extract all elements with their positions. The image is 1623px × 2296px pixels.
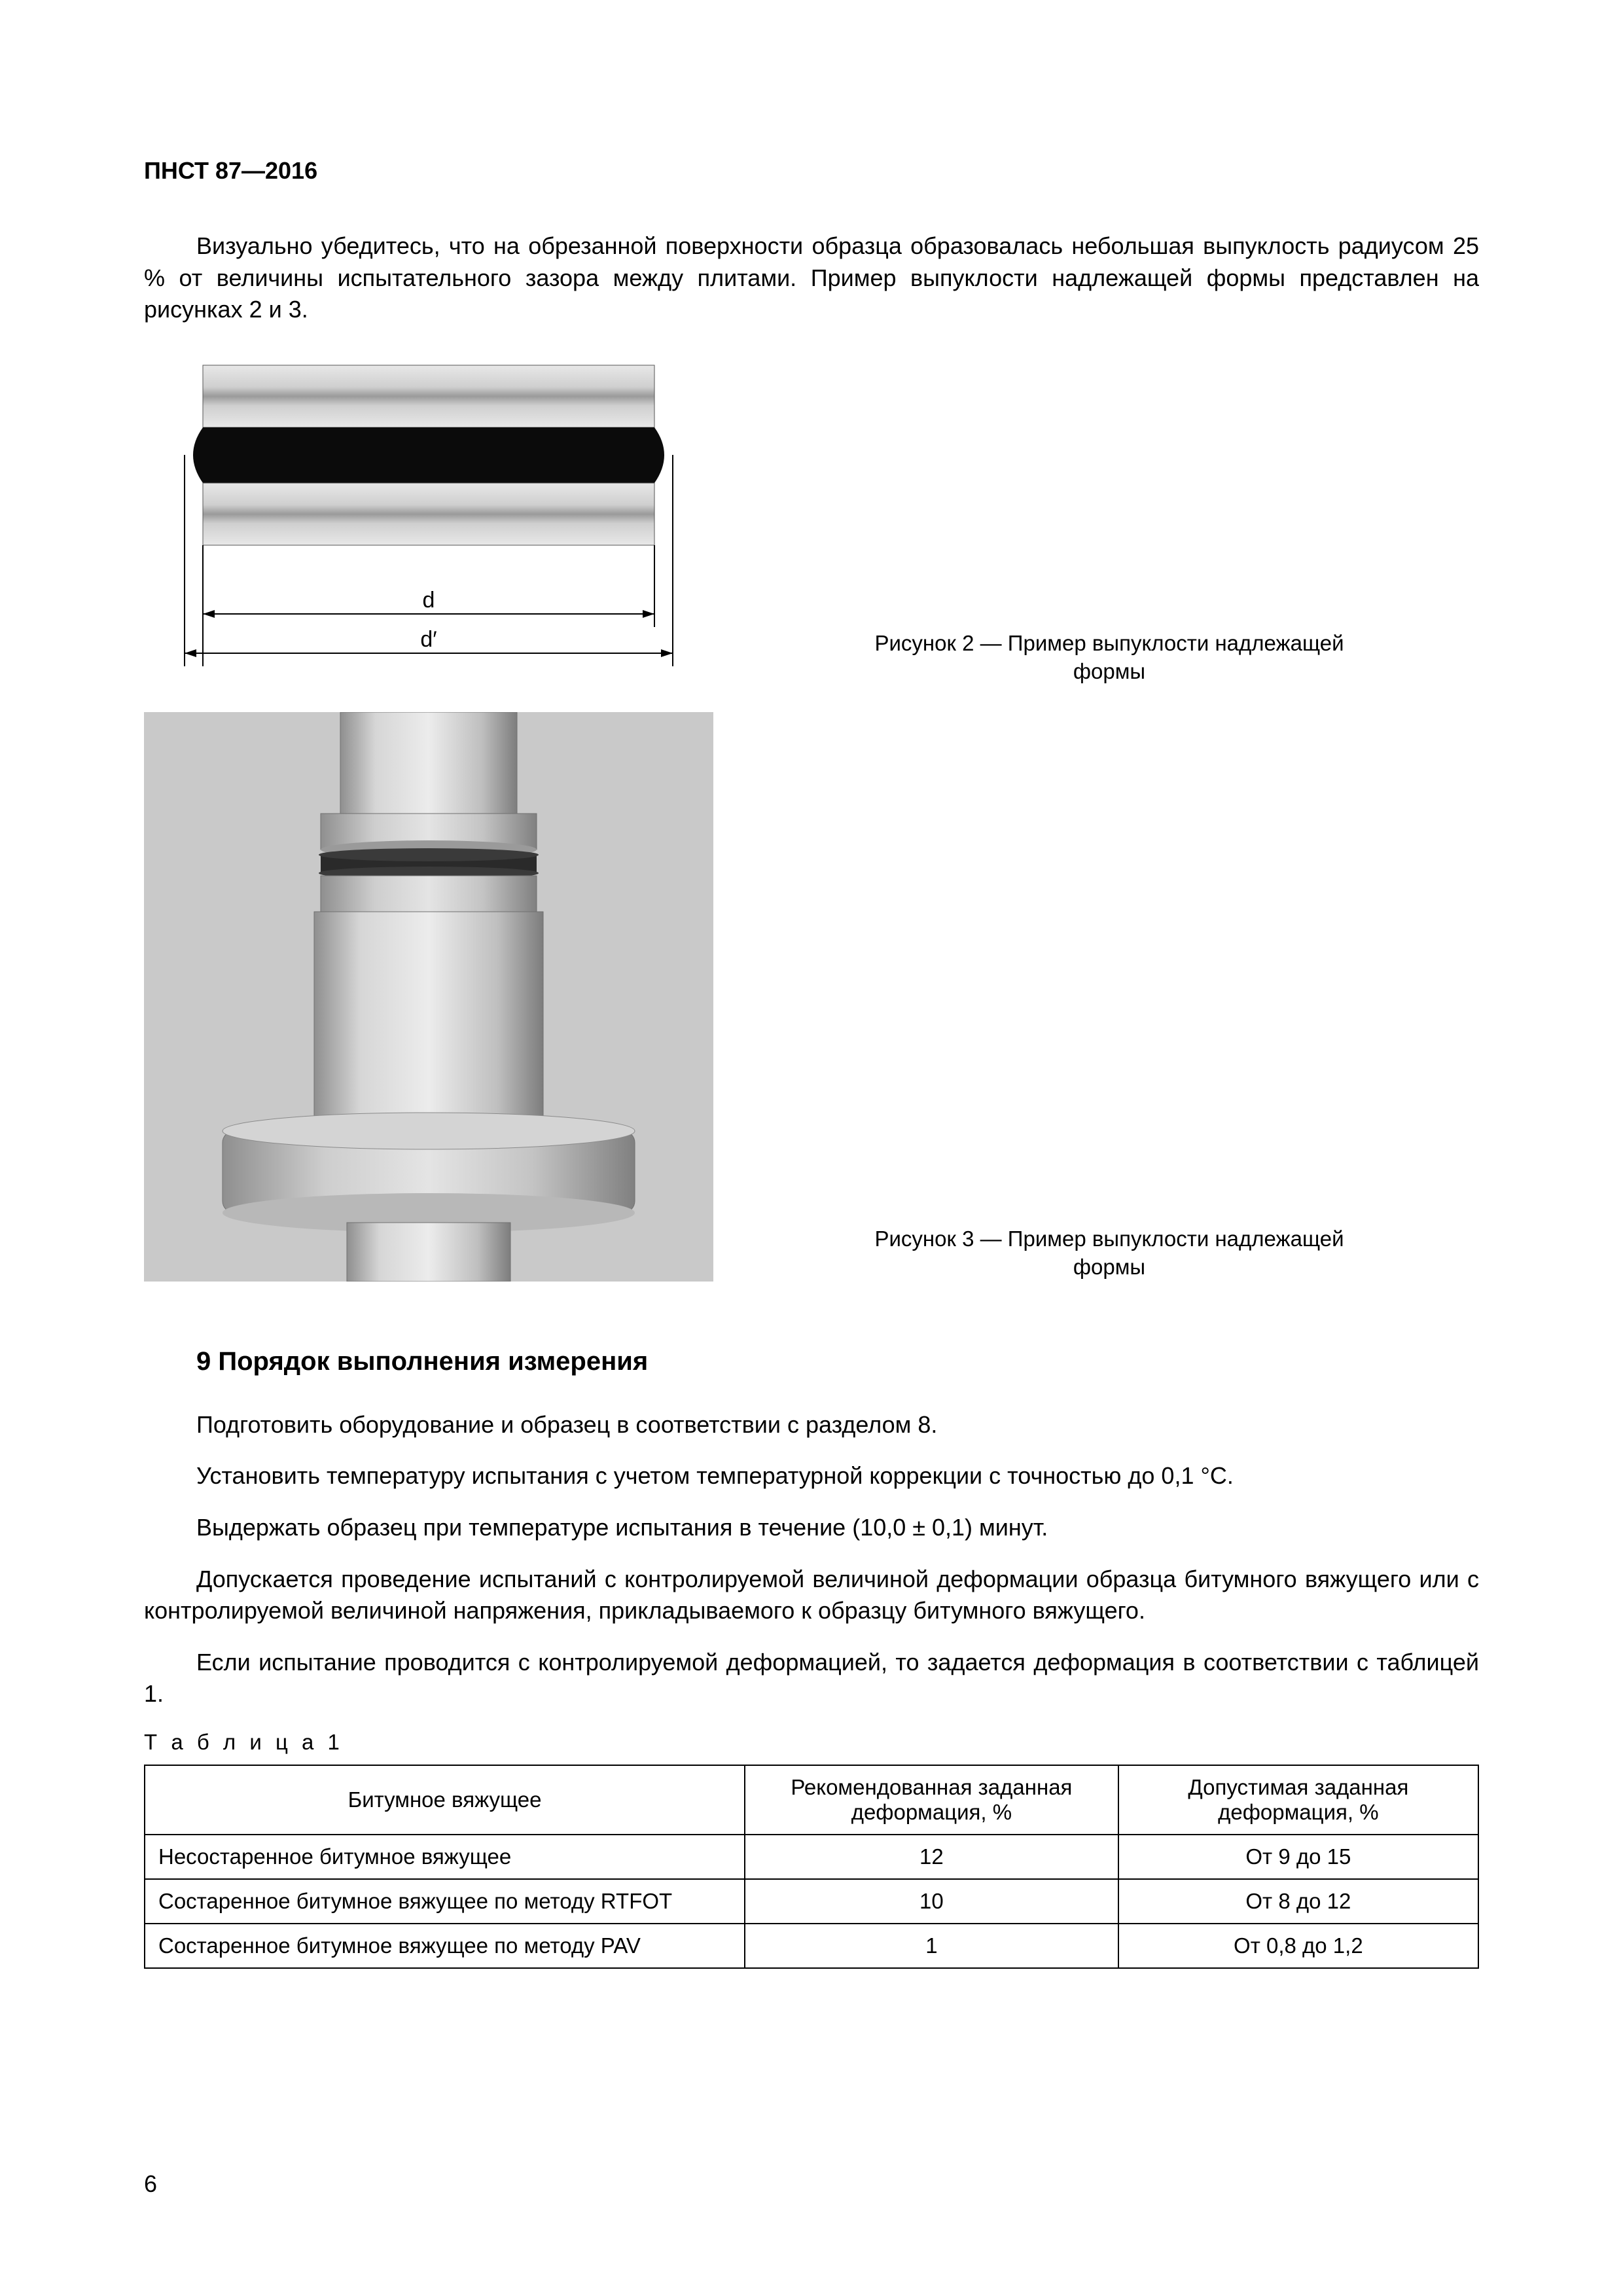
figure-2-caption: Рисунок 2 — Пример выпуклости надлежащей… bbox=[854, 630, 1364, 686]
td: 12 bbox=[745, 1835, 1118, 1879]
figure-2: d d′ bbox=[144, 346, 713, 686]
figure-2-svg: d d′ bbox=[144, 346, 713, 686]
td: От 8 до 12 bbox=[1118, 1879, 1478, 1924]
s9-p2: Установить температуру испытания с учето… bbox=[144, 1460, 1479, 1492]
table-row: Несостаренное битумное вяжущее 12 От 9 д… bbox=[145, 1835, 1478, 1879]
td: Несостаренное битумное вяжущее bbox=[145, 1835, 745, 1879]
td: От 9 до 15 bbox=[1118, 1835, 1478, 1879]
figure-3-caption: Рисунок 3 — Пример выпуклости надлежащей… bbox=[854, 1225, 1364, 1282]
dim-dprime-label: d′ bbox=[420, 627, 437, 652]
s9-p1: Подготовить оборудование и образец в соо… bbox=[144, 1409, 1479, 1441]
th-2: Рекомендованная заданная деформация, % bbox=[745, 1765, 1118, 1835]
td: 1 bbox=[745, 1924, 1118, 1968]
dim-d-label: d bbox=[423, 588, 435, 613]
table-1-label: Т а б л и ц а 1 bbox=[144, 1730, 1479, 1755]
figure-3-row: Рисунок 3 — Пример выпуклости надлежащей… bbox=[144, 712, 1479, 1282]
table-1: Битумное вяжущее Рекомендованная заданна… bbox=[144, 1765, 1479, 1969]
td: Состаренное битумное вяжущее по методу R… bbox=[145, 1879, 745, 1924]
td: Состаренное битумное вяжущее по методу P… bbox=[145, 1924, 745, 1968]
figure-3 bbox=[144, 712, 713, 1282]
figure-3-svg bbox=[144, 712, 713, 1282]
table-row: Состаренное битумное вяжущее по методу R… bbox=[145, 1879, 1478, 1924]
doc-id: ПНСТ 87—2016 bbox=[144, 157, 1479, 185]
table-row: Состаренное битумное вяжущее по методу P… bbox=[145, 1924, 1478, 1968]
table-header-row: Битумное вяжущее Рекомендованная заданна… bbox=[145, 1765, 1478, 1835]
figure-2-row: d d′ Рисунок 2 — Пример выпуклости надле… bbox=[144, 346, 1479, 686]
td: От 0,8 до 1,2 bbox=[1118, 1924, 1478, 1968]
th-1: Битумное вяжущее bbox=[145, 1765, 745, 1835]
intro-paragraph: Визуально убедитесь, что на обрезанной п… bbox=[144, 230, 1479, 326]
s9-p4: Допускается проведение испытаний с контр… bbox=[144, 1564, 1479, 1627]
page-number: 6 bbox=[144, 2170, 157, 2198]
th-3: Допустимая заданная деформация, % bbox=[1118, 1765, 1478, 1835]
section-9-heading: 9 Порядок выполнения измерения bbox=[196, 1347, 1479, 1376]
s9-p5: Если испытание проводится с контролируем… bbox=[144, 1647, 1479, 1710]
s9-p3: Выдержать образец при температуре испыта… bbox=[144, 1512, 1479, 1544]
td: 10 bbox=[745, 1879, 1118, 1924]
